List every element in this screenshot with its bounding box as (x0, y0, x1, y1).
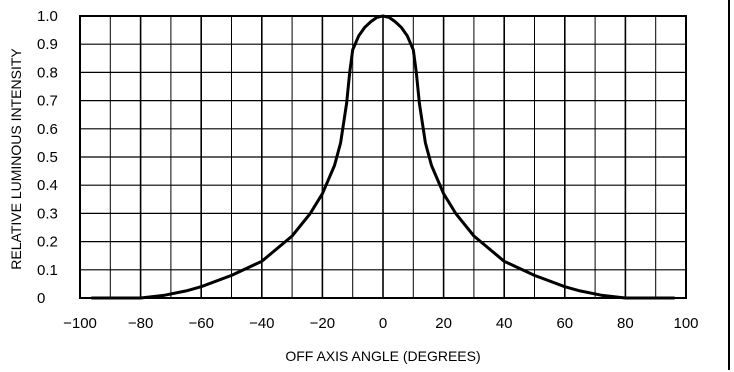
y-tick-label: 0.2 (37, 234, 58, 251)
x-tick-label: −40 (249, 315, 274, 332)
y-tick-labels: 0 0.1 0.2 0.3 0.4 0.5 0.6 0.7 0.8 0.9 1.0 (37, 8, 58, 307)
y-tick-label: 0.8 (37, 64, 58, 81)
x-tick-label: 80 (617, 315, 634, 332)
y-tick-label: 0.1 (37, 262, 58, 279)
y-tick-label: 0.7 (37, 93, 58, 110)
right-border (728, 0, 730, 370)
y-tick-label: 0.3 (37, 205, 58, 222)
grid (79, 15, 687, 299)
x-tick-label: 20 (435, 315, 452, 332)
y-tick-label: 0.5 (37, 149, 58, 166)
x-tick-label: 100 (673, 315, 698, 332)
x-tick-label: −60 (188, 315, 213, 332)
intensity-curve (90, 14, 676, 300)
x-tick-label: −20 (310, 315, 335, 332)
y-axis-title: RELATIVE LUMINOUS INTENSITY (8, 48, 24, 270)
x-tick-label: 60 (556, 315, 573, 332)
x-tick-labels: −100 −80 −60 −40 −20 0 20 40 60 80 100 (63, 315, 698, 332)
x-tick-label: 40 (496, 315, 513, 332)
y-tick-label: 0 (37, 290, 45, 307)
y-tick-label: 0.6 (37, 121, 58, 138)
y-tick-label: 1.0 (37, 8, 58, 25)
x-tick-label: −100 (63, 315, 97, 332)
y-tick-label: 0.9 (37, 36, 58, 53)
x-axis-title: OFF AXIS ANGLE (DEGREES) (285, 348, 480, 364)
y-tick-label: 0.4 (37, 177, 58, 194)
x-tick-label: −80 (128, 315, 153, 332)
x-tick-label: 0 (379, 315, 387, 332)
